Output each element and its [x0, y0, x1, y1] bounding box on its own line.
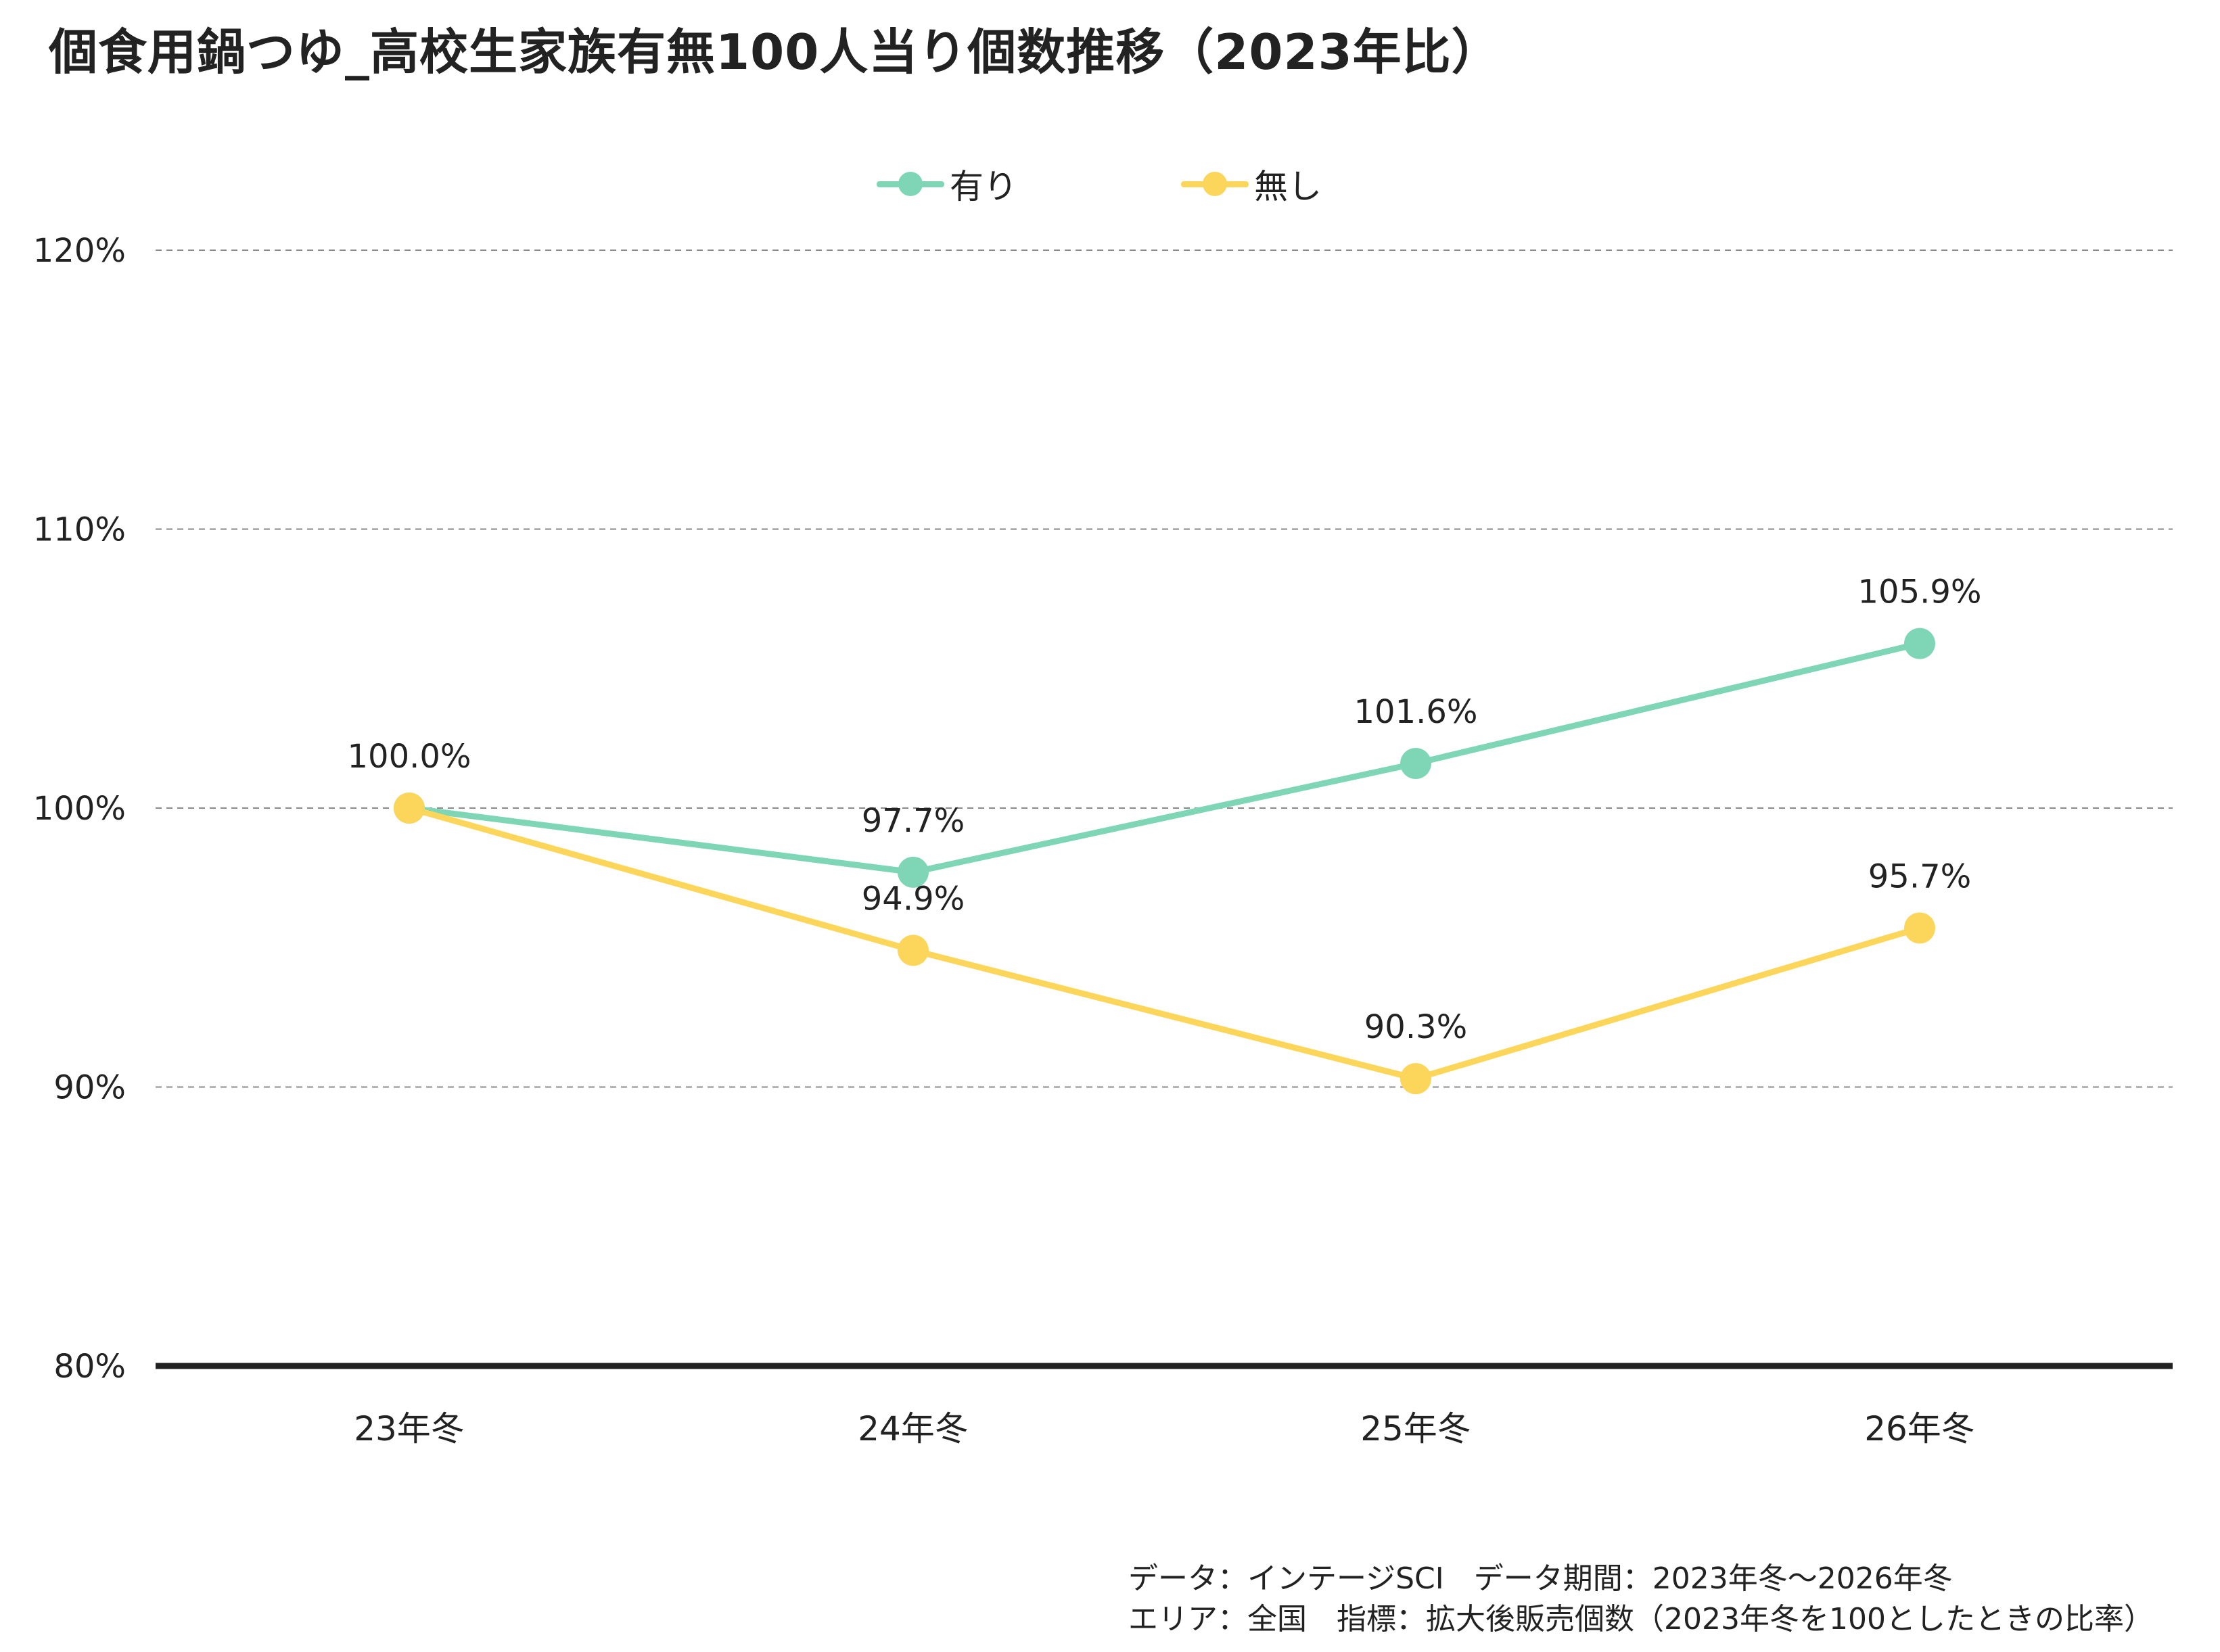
footnote: データ：インテージSCI データ期間：2023年冬～2026年冬 エリア：全国 … [1128, 1559, 2154, 1640]
legend-item-nashi: 無し [1181, 157, 1322, 211]
data-label-nashi: 90.3% [1364, 1008, 1467, 1046]
series-line-ari [406, 640, 1923, 876]
data-label-nashi: 94.9% [862, 880, 965, 918]
data-point-nashi [898, 935, 929, 966]
footnote-line-1: データ：インテージSCI データ期間：2023年冬～2026年冬 [1128, 1561, 1953, 1596]
legend-item-ari: 有り [877, 157, 1017, 211]
y-tick-label: 120% [33, 232, 126, 270]
data-point-nashi [394, 793, 425, 824]
legend-swatch-nashi [1181, 157, 1249, 211]
x-tick-label: 24年冬 [858, 1409, 969, 1448]
data-label-nashi: 95.7% [1868, 857, 1971, 895]
y-tick-label: 100% [33, 790, 126, 828]
series-line-nashi [406, 805, 1923, 1082]
y-tick-label: 110% [33, 511, 126, 549]
y-tick-label: 80% [53, 1348, 126, 1386]
legend: 有り 無し [0, 157, 2220, 211]
data-point-nashi [1400, 1063, 1431, 1095]
chart-title: 個食用鍋つゆ_高校生家族有無100人当り個数推移（2023年比） [49, 24, 1501, 80]
data-label-ari: 100.0% [347, 738, 471, 776]
data-point-ari [898, 856, 929, 888]
legend-label-ari: 有り [950, 167, 1017, 206]
data-point-nashi [1904, 912, 1935, 944]
data-point-ari [1904, 628, 1935, 659]
x-tick-label: 23年冬 [354, 1409, 465, 1448]
legend-swatch-ari [877, 157, 944, 211]
x-tick-label: 25年冬 [1360, 1409, 1471, 1448]
footnote-line-2: エリア：全国 指標：拡大後販売個数（2023年冬を100としたときの比率） [1128, 1602, 2154, 1636]
legend-label-nashi: 無し [1254, 167, 1322, 206]
data-label-ari: 97.7% [862, 802, 965, 840]
x-tick-label: 26年冬 [1864, 1409, 1975, 1448]
data-label-ari: 101.6% [1354, 693, 1477, 731]
data-label-ari: 105.9% [1857, 573, 1981, 611]
y-tick-label: 90% [53, 1069, 126, 1107]
data-point-ari [1400, 748, 1431, 779]
